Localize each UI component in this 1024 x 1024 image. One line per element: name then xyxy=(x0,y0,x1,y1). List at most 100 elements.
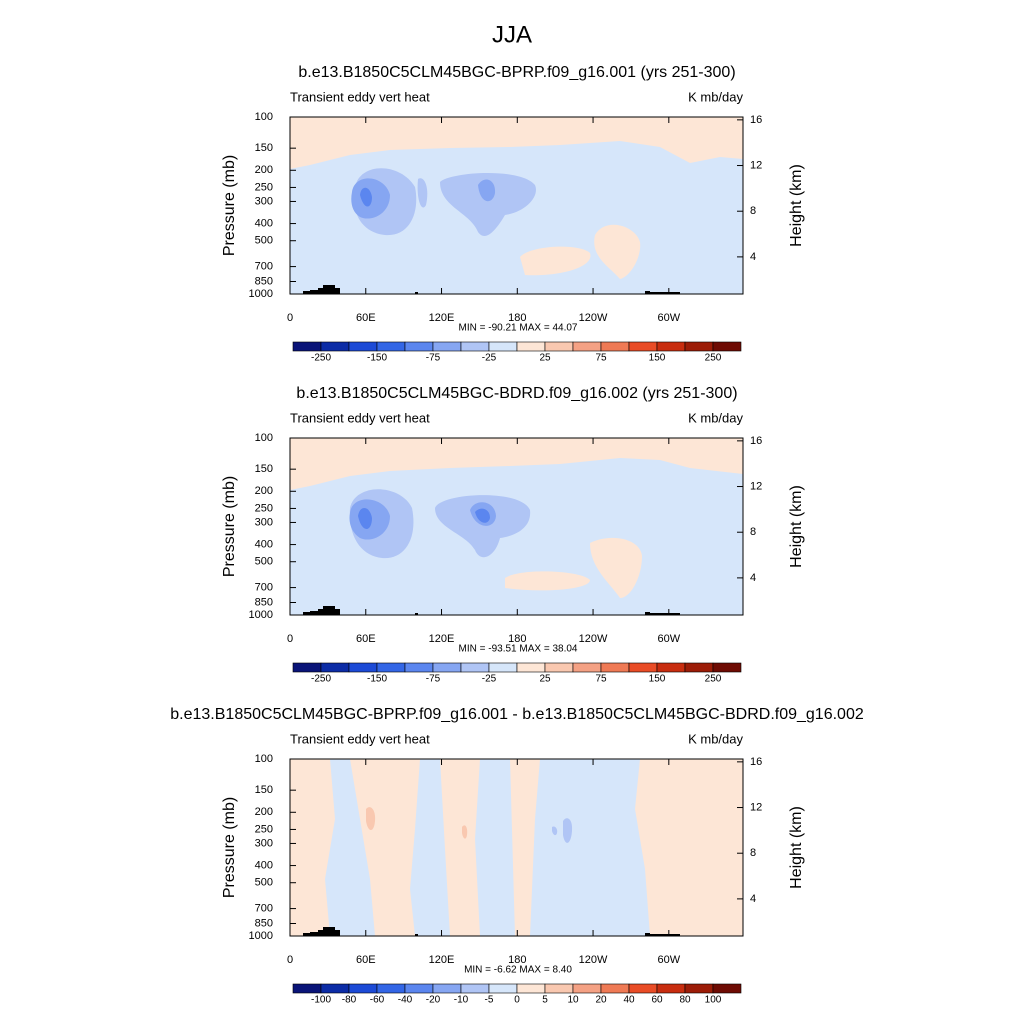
colorbar-box xyxy=(516,983,546,994)
y-axis-label: Pressure (mb) xyxy=(221,155,238,256)
topography xyxy=(650,613,680,615)
colorbar-label: 250 xyxy=(705,353,722,364)
colorbar-box xyxy=(292,983,322,994)
contour-region xyxy=(520,246,591,276)
contour-region xyxy=(563,818,573,843)
x-tick-label: 0 xyxy=(287,312,293,324)
colorbar-box xyxy=(656,983,686,994)
colorbar-label: -150 xyxy=(367,353,387,364)
y2-axis-label: Height (km) xyxy=(788,806,805,889)
colorbar-label: 40 xyxy=(623,995,635,1006)
colorbar-box xyxy=(460,983,490,994)
contour-region xyxy=(290,438,743,490)
stats-label: MIN = -93.51 MAX = 38.04 xyxy=(459,644,578,655)
topography xyxy=(645,291,650,294)
x-tick-label: 180 xyxy=(508,312,526,324)
contour-region xyxy=(435,495,531,558)
colorbar-label: -20 xyxy=(426,995,441,1006)
colorbar-box xyxy=(460,662,490,673)
plot-frame xyxy=(289,437,744,616)
x-tick-label: 120E xyxy=(429,954,455,966)
colorbar-label: -250 xyxy=(311,674,331,685)
y2-tick-label: 12 xyxy=(750,480,762,492)
y-tick-label: 100 xyxy=(255,432,273,444)
colorbar-label: 20 xyxy=(595,995,607,1006)
y-tick-label: 400 xyxy=(255,538,273,550)
topography xyxy=(335,930,340,936)
x-tick-label: 60W xyxy=(658,312,681,324)
contour-region xyxy=(594,224,641,279)
colorbar-box xyxy=(628,662,658,673)
topography xyxy=(323,927,335,936)
colorbar-box xyxy=(684,341,714,352)
y2-tick-label: 8 xyxy=(750,205,756,217)
colorbar-label: -75 xyxy=(426,353,441,364)
stats-label: MIN = -90.21 MAX = 44.07 xyxy=(459,323,578,334)
colorbar-box xyxy=(544,983,574,994)
colorbar-box xyxy=(572,662,602,673)
y-tick-label: 500 xyxy=(255,556,273,568)
x-tick-label: 120E xyxy=(429,633,455,645)
colorbar-label: -10 xyxy=(454,995,469,1006)
contour-region xyxy=(505,571,590,591)
colorbar-box xyxy=(488,983,518,994)
topography xyxy=(335,288,340,294)
colorbar-label: 250 xyxy=(705,674,722,685)
plot-frame xyxy=(289,116,744,295)
contour-region xyxy=(440,759,480,936)
colorbar-box xyxy=(320,983,350,994)
contour-region xyxy=(290,759,335,936)
x-tick-label: 180 xyxy=(508,633,526,645)
colorbar-box xyxy=(376,341,406,352)
y2-tick-label: 8 xyxy=(750,526,756,538)
colorbar-box xyxy=(488,662,518,673)
colorbar-box xyxy=(712,662,742,673)
contour-region xyxy=(478,179,496,202)
colorbar-label: 5 xyxy=(542,995,548,1006)
colorbar-box xyxy=(572,983,602,994)
colorbar-box xyxy=(320,662,350,673)
colorbar-box xyxy=(348,341,378,352)
y-tick-label: 400 xyxy=(255,859,273,871)
contour-region xyxy=(590,537,642,598)
colorbar-label: 0 xyxy=(514,995,520,1006)
y-tick-label: 700 xyxy=(255,902,273,914)
colorbar-label: -60 xyxy=(370,995,385,1006)
colorbar-box xyxy=(628,341,658,352)
contour-field xyxy=(290,438,743,615)
colorbar-box xyxy=(516,341,546,352)
y2-axis-label: Height (km) xyxy=(788,485,805,568)
colorbar-box xyxy=(712,341,742,352)
x-tick-label: 60W xyxy=(658,954,681,966)
contour-region xyxy=(552,826,558,836)
colorbar-label: 10 xyxy=(567,995,579,1006)
colorbar-label: -250 xyxy=(311,353,331,364)
colorbar-box xyxy=(600,341,630,352)
panel-title: b.e13.B1850C5CLM45BGC-BPRP.f09_g16.001 (… xyxy=(298,64,735,81)
y-tick-label: 700 xyxy=(255,260,273,272)
panel-title: b.e13.B1850C5CLM45BGC-BDRD.f09_g16.002 (… xyxy=(296,385,737,402)
x-tick-label: 180 xyxy=(508,954,526,966)
topography xyxy=(318,609,323,615)
y-tick-label: 300 xyxy=(255,837,273,849)
colorbar-box xyxy=(516,662,546,673)
topography xyxy=(310,290,318,294)
colorbar-box xyxy=(684,983,714,994)
y2-tick-label: 4 xyxy=(750,251,756,263)
colorbar-box xyxy=(432,341,462,352)
colorbar-label: 75 xyxy=(595,674,607,685)
x-tick-label: 120W xyxy=(579,633,608,645)
colorbar-box xyxy=(292,341,322,352)
colorbar-label: 150 xyxy=(649,674,666,685)
y-tick-label: 150 xyxy=(255,142,273,154)
x-tick-label: 60E xyxy=(356,954,376,966)
contour-region xyxy=(417,178,428,208)
colorbar-box xyxy=(404,662,434,673)
colorbar-label: -150 xyxy=(367,674,387,685)
y-tick-label: 700 xyxy=(255,581,273,593)
contour-region xyxy=(440,172,536,236)
y2-tick-label: 12 xyxy=(750,801,762,813)
topography xyxy=(335,609,340,615)
